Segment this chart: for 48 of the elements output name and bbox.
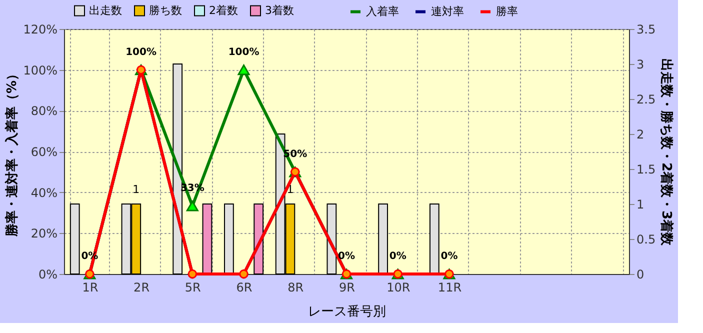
y-axis-title: 勝率・連対率・入着率（%） [4,67,20,238]
y-tick-label: 100% [23,63,58,78]
bar [429,204,440,274]
y2-tick-label: 1.5 [636,162,656,176]
y2-tick-label: 3.5 [636,22,656,36]
data-label: 100% [228,46,260,58]
legend-label: 勝率 [496,4,518,18]
point [238,64,250,76]
data-label: 100% [126,46,156,58]
legend-label: 2着数 [209,4,238,17]
x-tick-label: 10R [386,280,410,294]
legend-label: 出走数 [89,4,122,17]
y-tick-label: 20% [30,226,58,241]
x-tick-label: 8R [288,280,304,294]
bar [254,204,264,274]
legend-label: 連対率 [431,4,464,18]
y2-tick-label: 3 [636,58,644,72]
y2-tick-label: 1 [636,198,644,212]
bar [202,204,212,274]
y-tick-label: 120% [23,22,58,36]
x-tick-label: 6R [236,280,252,294]
x-tick-label: 11R [438,280,462,294]
x-tick-label: 9R [339,280,355,294]
x-tick-label: 1R [82,280,98,294]
x-axis-title: レース番号別 [308,304,386,320]
y-tick-label: 0% [38,268,58,282]
bar [70,204,80,274]
data-label: 0% [389,251,406,262]
legend-label: 3着数 [265,4,294,17]
y-tick-label: 60% [30,145,58,159]
bar [326,204,337,274]
y2-axis-title: 出走数・勝ち数・2着数・3着数 [658,58,675,247]
y2-tick-label: 0.5 [636,232,656,246]
data-label: 1 [132,183,140,196]
bar [172,64,183,274]
data-label: 0% [440,251,458,262]
y2-tick-label: 2.5 [636,92,656,106]
legend-label: 勝ち数 [149,4,182,17]
y2-tick-label: 0 [636,268,644,282]
bar [224,204,234,274]
x-tick-label: 2R [134,280,150,294]
y-tick-label: 80% [30,104,58,118]
y-tick-label: 40% [30,186,58,200]
x-tick-label: 5R [184,280,201,294]
y2-tick-label: 2 [636,128,644,142]
legend-label: 入着率 [366,4,399,18]
bar [378,204,388,274]
point [186,200,198,212]
